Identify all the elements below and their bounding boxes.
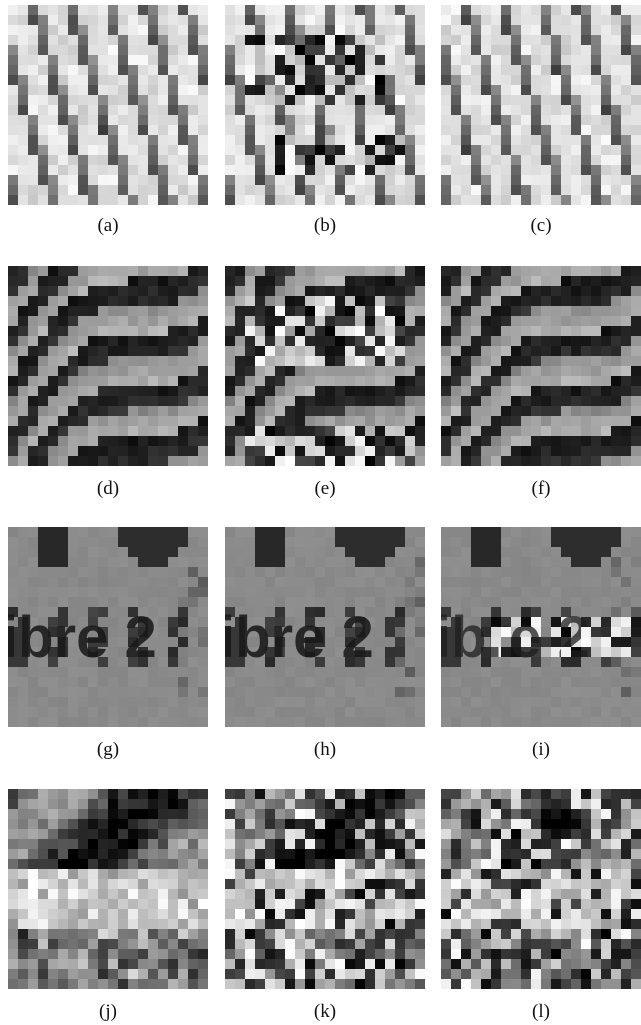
caption-h: (h): [313, 739, 337, 760]
patch-text-h: ibre 2: [225, 605, 374, 670]
pixel-grid-g: ibre 2: [8, 527, 208, 727]
image-patch-d: [8, 266, 208, 466]
image-patch-h: ibre 2: [225, 527, 425, 727]
caption-i: (i): [532, 739, 550, 760]
image-patch-f: [441, 266, 641, 466]
caption-l: (l): [532, 1001, 550, 1022]
caption-c: (c): [530, 215, 552, 236]
pixel-grid-b: [225, 5, 425, 205]
caption-d: (d): [96, 478, 120, 499]
pixel-grid-l: [441, 789, 641, 989]
pixel-grid-c: [441, 5, 641, 205]
caption-e: (e): [314, 478, 336, 499]
caption-f: (f): [531, 478, 551, 499]
patch-text-g: ibre 2: [8, 605, 157, 670]
pixel-grid-a: [8, 5, 208, 205]
image-patch-c: [441, 5, 641, 205]
pixel-grid-k: [225, 789, 425, 989]
caption-a: (a): [97, 215, 119, 236]
caption-g: (g): [96, 739, 120, 760]
caption-b: (b): [313, 215, 337, 236]
pixel-grid-j: [8, 789, 208, 989]
image-patch-e: [225, 266, 425, 466]
image-patch-l: [441, 789, 641, 989]
image-patch-j: [8, 789, 208, 989]
pixel-grid-e: [225, 266, 425, 466]
pixel-grid-f: [441, 266, 641, 466]
image-patch-b: [225, 5, 425, 205]
image-patch-a: [8, 5, 208, 205]
pixel-grid-h: ibre 2: [225, 527, 425, 727]
image-patch-i: ibre 2: [441, 527, 641, 727]
image-patch-g: ibre 2: [8, 527, 208, 727]
caption-k: (k): [313, 1001, 337, 1022]
pixel-grid-i: ibre 2: [441, 527, 641, 727]
patch-text-i: ibre 2: [441, 605, 590, 670]
pixel-grid-d: [8, 266, 208, 466]
caption-j: (j): [99, 1001, 117, 1022]
image-patch-k: [225, 789, 425, 989]
